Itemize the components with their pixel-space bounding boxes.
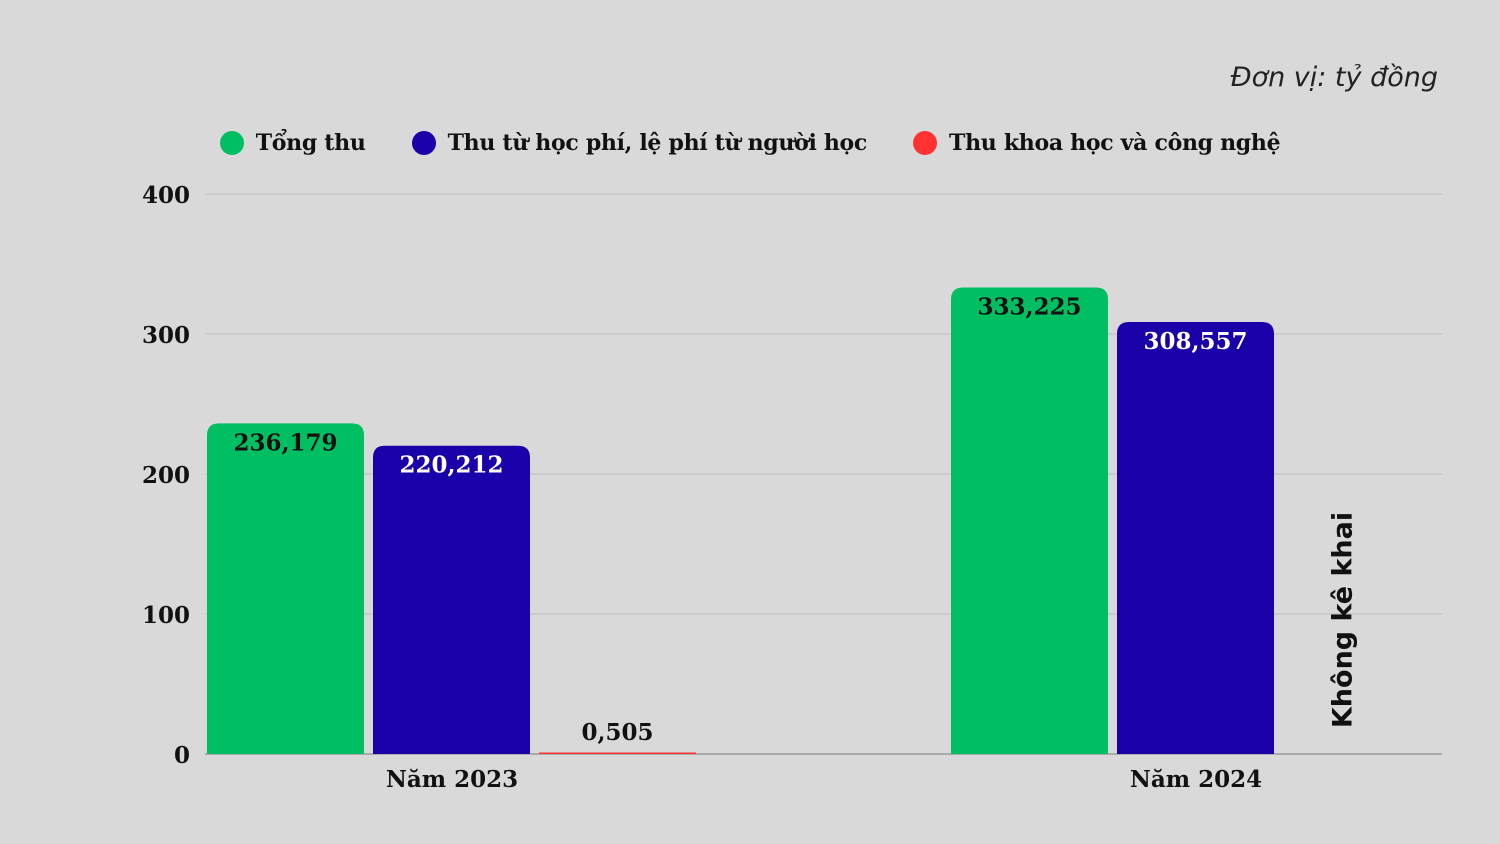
bar-value-label: 333,225 bbox=[977, 293, 1081, 320]
x-category-label: Năm 2023 bbox=[386, 766, 518, 793]
legend-item-tuition: Thu từ học phí, lệ phí từ người học bbox=[411, 130, 868, 156]
bar bbox=[1117, 322, 1274, 754]
y-tick-label: 100 bbox=[142, 602, 190, 629]
y-tick-label: 0 bbox=[174, 742, 190, 769]
bar-value-label: 0,505 bbox=[581, 719, 653, 746]
legend: Tổng thu Thu từ học phí, lệ phí từ người… bbox=[0, 130, 1500, 156]
bar bbox=[207, 423, 364, 754]
legend-dot-tuition bbox=[411, 131, 436, 155]
x-category-label: Năm 2024 bbox=[1130, 766, 1262, 793]
y-tick-label: 400 bbox=[142, 182, 190, 209]
legend-label-total: Tổng thu bbox=[255, 130, 366, 156]
bar-value-label: 236,179 bbox=[233, 429, 337, 456]
legend-label-science: Thu khoa học và công nghệ bbox=[949, 130, 1281, 156]
bar-note-label: Không kê khai bbox=[1328, 512, 1359, 728]
legend-item-total: Tổng thu bbox=[219, 130, 366, 156]
unit-note: Đơn vị: tỷ đồng bbox=[1230, 62, 1438, 93]
bar-value-label: 308,557 bbox=[1143, 328, 1247, 355]
legend-item-science: Thu khoa học và công nghệ bbox=[913, 130, 1281, 156]
y-tick-label: 300 bbox=[142, 322, 190, 349]
y-tick-label: 200 bbox=[142, 462, 190, 489]
legend-label-tuition: Thu từ học phí, lệ phí từ người học bbox=[447, 130, 868, 156]
bar bbox=[951, 287, 1108, 754]
bar bbox=[539, 752, 696, 754]
legend-dot-total bbox=[219, 131, 244, 155]
bar bbox=[373, 445, 530, 754]
legend-dot-science bbox=[913, 131, 938, 155]
bar-value-label: 220,212 bbox=[399, 452, 503, 479]
